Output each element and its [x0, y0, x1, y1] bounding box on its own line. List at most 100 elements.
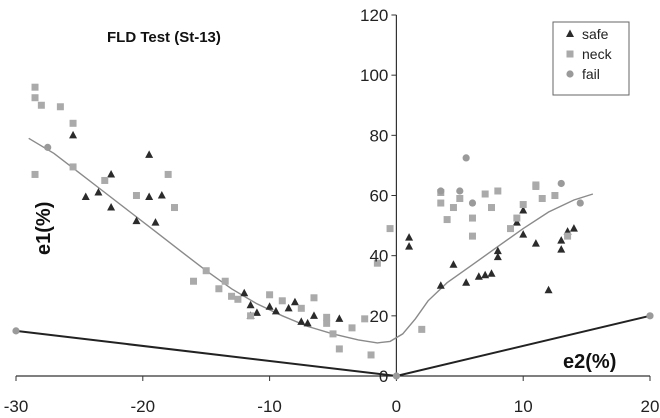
x-tick-label: 10 — [514, 397, 533, 416]
neck-point — [247, 312, 255, 320]
neck-point — [507, 225, 515, 233]
safe-point — [145, 150, 154, 158]
safe-point — [474, 272, 483, 280]
safe-point — [557, 245, 566, 253]
neck-point — [564, 232, 572, 240]
neck-point — [437, 199, 445, 207]
legend-safe-marker — [566, 29, 574, 37]
neck-point — [329, 330, 337, 338]
neck-point — [367, 351, 375, 359]
legend-neck-marker — [566, 50, 574, 58]
neck-point — [228, 292, 236, 300]
neck-point — [202, 267, 210, 275]
safe-point — [265, 302, 274, 310]
neck-point — [551, 192, 559, 199]
y-tick-label: 100 — [360, 66, 388, 85]
fail-point — [646, 312, 654, 320]
safe-point — [107, 203, 116, 211]
lower-limit-line — [15, 314, 651, 378]
safe-point — [107, 169, 116, 178]
y-axis-label: e1(%) — [33, 202, 55, 255]
safe-point — [487, 269, 496, 277]
safe-point — [240, 288, 249, 297]
legend-box — [552, 21, 630, 96]
neck-point — [310, 294, 318, 302]
safe-point — [405, 242, 414, 250]
neck-point — [323, 319, 331, 327]
safe-point — [145, 192, 154, 201]
safe-point — [493, 246, 502, 255]
neck-point — [164, 170, 172, 178]
fail-point — [44, 143, 52, 151]
safe-point — [303, 318, 312, 327]
legend-safe-label: safe — [582, 26, 609, 42]
neck-point — [266, 291, 274, 299]
neck-point — [69, 119, 77, 127]
neck-point — [234, 295, 242, 303]
safe-point — [284, 303, 293, 312]
safe-point — [462, 278, 471, 286]
safe-point — [271, 306, 280, 315]
neck-point — [190, 277, 198, 285]
neck-point — [513, 214, 521, 222]
y-tick-label: 80 — [369, 126, 388, 145]
chart-title: FLD Test (St-13) — [107, 29, 221, 46]
safe-point — [290, 297, 299, 306]
neck-point — [494, 187, 502, 195]
safe-point — [157, 191, 166, 199]
safe-point — [519, 230, 528, 238]
neck-point — [31, 94, 39, 102]
neck-point — [481, 190, 489, 198]
safe-point — [569, 224, 578, 232]
fail-point — [576, 199, 584, 207]
fail-point — [456, 187, 464, 195]
legend-fail-marker — [566, 70, 574, 78]
fail-point — [557, 179, 565, 188]
y-tick-label: 40 — [369, 247, 388, 266]
safe-point — [151, 218, 160, 226]
y-tick-label: 60 — [369, 187, 388, 206]
x-tick-label: -10 — [257, 397, 282, 416]
legend: safe neck fail — [552, 21, 630, 96]
safe-point — [81, 192, 90, 201]
neck-point — [348, 324, 356, 332]
neck-point — [443, 216, 451, 224]
neck-point — [323, 313, 331, 321]
neck-point — [538, 195, 546, 203]
neck-point — [297, 304, 305, 312]
safe-point — [449, 260, 458, 268]
neck-point — [101, 176, 109, 184]
x-tick-label: -30 — [4, 397, 29, 416]
safe-point — [252, 308, 261, 316]
x-tick-label: 0 — [392, 397, 401, 416]
legend-neck-label: neck — [582, 46, 613, 62]
safe-point — [557, 236, 566, 244]
neck-point — [69, 163, 77, 171]
safe-point — [405, 233, 414, 241]
y-tick-label: 20 — [369, 307, 388, 326]
neck-point — [373, 259, 381, 267]
x-tick-label: -20 — [131, 397, 156, 416]
y-tick-label: 0 — [379, 367, 388, 386]
neck-point — [468, 232, 476, 240]
safe-point — [297, 317, 306, 325]
safe-point — [246, 300, 255, 309]
x-axis-label: e2(%) — [563, 351, 616, 373]
safe-point — [335, 314, 344, 322]
safe-point — [94, 187, 103, 196]
neck-point — [215, 285, 223, 293]
neck-point — [361, 315, 369, 323]
x-tick-label: 20 — [641, 397, 660, 416]
neck-point — [449, 204, 457, 212]
fail-point — [468, 199, 477, 207]
data-points — [12, 83, 654, 380]
neck-point — [418, 325, 426, 333]
neck-point — [31, 83, 39, 91]
safe-point — [69, 130, 78, 139]
neck-point — [37, 101, 45, 109]
legend-fail-label: fail — [582, 66, 600, 82]
neck-point — [386, 225, 394, 233]
neck-point — [221, 277, 229, 285]
